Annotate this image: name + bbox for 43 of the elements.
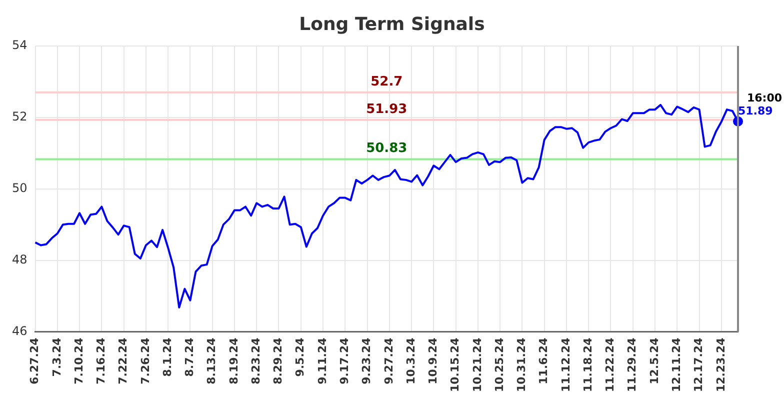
chart-title: Long Term Signals <box>298 14 486 35</box>
x-tick-label: 11.18.24 <box>581 337 594 392</box>
y-tick-label: 46 <box>12 324 28 338</box>
x-tick-label: 10.25.24 <box>492 337 506 392</box>
x-tick-label: 12.17.24 <box>692 337 706 392</box>
x-tick-label: 10.9.24 <box>426 337 440 384</box>
x-tick-label: 10.3.24 <box>404 337 418 384</box>
x-tick-label: 7.16.24 <box>94 337 108 384</box>
x-tick-label: 7.22.24 <box>116 337 130 384</box>
x-tick-label: 12.23.24 <box>714 337 728 392</box>
x-tick-label: 11.12.24 <box>559 337 572 392</box>
x-tick-label: 8.1.24 <box>160 337 174 377</box>
x-tick-label: 9.5.24 <box>294 337 307 377</box>
x-tick-label: 10.31.24 <box>515 337 528 392</box>
ref-line-label: 51.93 <box>366 102 408 117</box>
x-tick-label: 8.19.24 <box>227 337 240 384</box>
x-tick-label: 9.23.24 <box>360 337 374 384</box>
x-tick-label: 8.23.24 <box>249 337 262 384</box>
y-tick-label: 48 <box>12 252 28 266</box>
x-tick-label: 8.7.24 <box>183 337 196 377</box>
y-tick-label: 50 <box>12 180 28 195</box>
x-tick-label: 6.27.24 <box>28 337 42 384</box>
x-tick-label: 11.6.24 <box>537 337 550 384</box>
x-tick-label: 10.21.24 <box>470 337 484 392</box>
x-tick-label: 9.27.24 <box>382 337 396 384</box>
y-tick-label: 52 <box>12 110 28 124</box>
x-tick-label: 11.22.24 <box>604 337 617 392</box>
x-tick-label: 9.11.24 <box>316 337 329 384</box>
ref-line-label: 52.7 <box>370 74 403 90</box>
x-tick-label: 12.5.24 <box>648 337 661 384</box>
x-tick-label: 8.29.24 <box>272 337 285 384</box>
x-tick-label: 7.3.24 <box>50 337 64 377</box>
x-tick-label: 10.15.24 <box>448 337 462 392</box>
data-label: 51.89 <box>738 104 773 118</box>
ref-line-label: 50.83 <box>366 141 408 156</box>
text: 16:00 <box>746 92 782 105</box>
x-tick-label: 11.29.24 <box>626 337 639 392</box>
x-tick-label: 9.17.24 <box>338 337 351 384</box>
x-tick-label: 7.26.24 <box>138 337 152 384</box>
x-tick-label: 12.11.24 <box>670 337 683 392</box>
x-tick-label: 7.10.24 <box>72 337 86 384</box>
x-tick-label: 8.13.24 <box>205 337 218 384</box>
y-tick-label: 54 <box>12 38 28 52</box>
